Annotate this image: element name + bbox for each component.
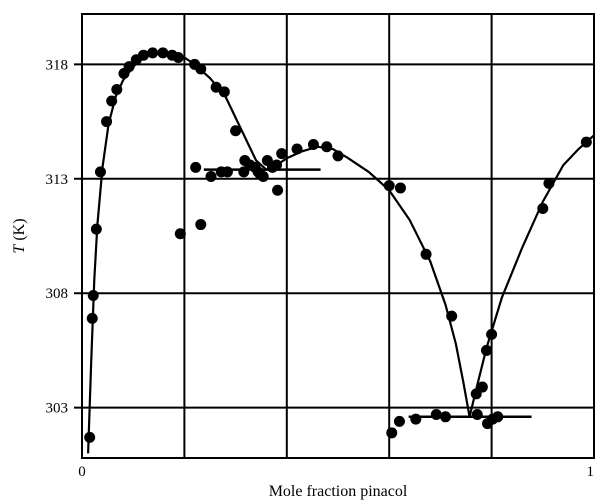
y-tick-label: 313 — [46, 172, 69, 188]
data-point — [84, 431, 96, 443]
data-point — [410, 413, 422, 425]
data-point — [332, 150, 344, 162]
data-point — [195, 63, 207, 75]
data-point — [172, 51, 184, 63]
data-point — [90, 223, 102, 235]
data-point — [492, 411, 504, 423]
data-point — [205, 170, 217, 182]
y-tick-label: 318 — [46, 57, 69, 73]
gridlines — [74, 14, 594, 458]
data-point — [440, 411, 452, 423]
data-point — [386, 427, 398, 439]
data-point — [543, 177, 555, 189]
data-point — [238, 166, 250, 178]
data-point — [393, 415, 405, 427]
data-point — [537, 203, 549, 215]
y-axis-title: T (K) — [11, 218, 28, 253]
data-point — [430, 409, 442, 421]
data-point — [394, 182, 406, 194]
series-data-points — [84, 47, 592, 443]
data-point — [446, 310, 458, 322]
x-axis-title: Mole fraction pinacol — [269, 483, 408, 500]
data-point — [383, 180, 395, 192]
data-point — [272, 184, 284, 196]
data-point — [86, 312, 98, 324]
data-point — [123, 61, 135, 73]
x-tick-label: 1 — [587, 464, 595, 480]
data-point — [230, 125, 242, 137]
plot-frame — [81, 13, 595, 459]
data-point — [94, 166, 106, 178]
data-point — [486, 328, 498, 340]
y-axis-title-unit: (K) — [11, 218, 28, 244]
y-tick-labels: 303 308 313 318 — [46, 57, 69, 416]
data-point — [420, 248, 432, 260]
y-axis-title-symbol: T — [11, 244, 28, 254]
data-point — [580, 136, 592, 148]
data-point — [307, 138, 319, 150]
data-point — [210, 81, 222, 93]
y-tick-label: 308 — [46, 286, 69, 302]
data-point — [291, 143, 303, 155]
data-point — [271, 159, 283, 171]
data-point — [111, 84, 123, 96]
data-point — [195, 219, 207, 231]
data-point — [137, 49, 149, 61]
data-point — [471, 409, 483, 421]
x-tick-label: 0 — [78, 464, 86, 480]
data-point — [321, 141, 333, 153]
data-point — [480, 344, 492, 356]
data-point — [87, 290, 99, 302]
data-point — [174, 228, 186, 240]
y-tick-label: 303 — [46, 401, 69, 417]
data-point — [106, 95, 118, 107]
data-point — [157, 47, 169, 59]
data-point — [254, 168, 266, 180]
data-point — [218, 86, 230, 98]
series-fit-line — [87, 51, 595, 454]
data-point — [101, 116, 113, 128]
data-point — [476, 381, 488, 393]
fit-curve — [87, 51, 595, 454]
data-point — [221, 166, 233, 178]
data-point — [147, 47, 159, 59]
data-point — [190, 161, 202, 173]
data-point — [276, 148, 288, 160]
